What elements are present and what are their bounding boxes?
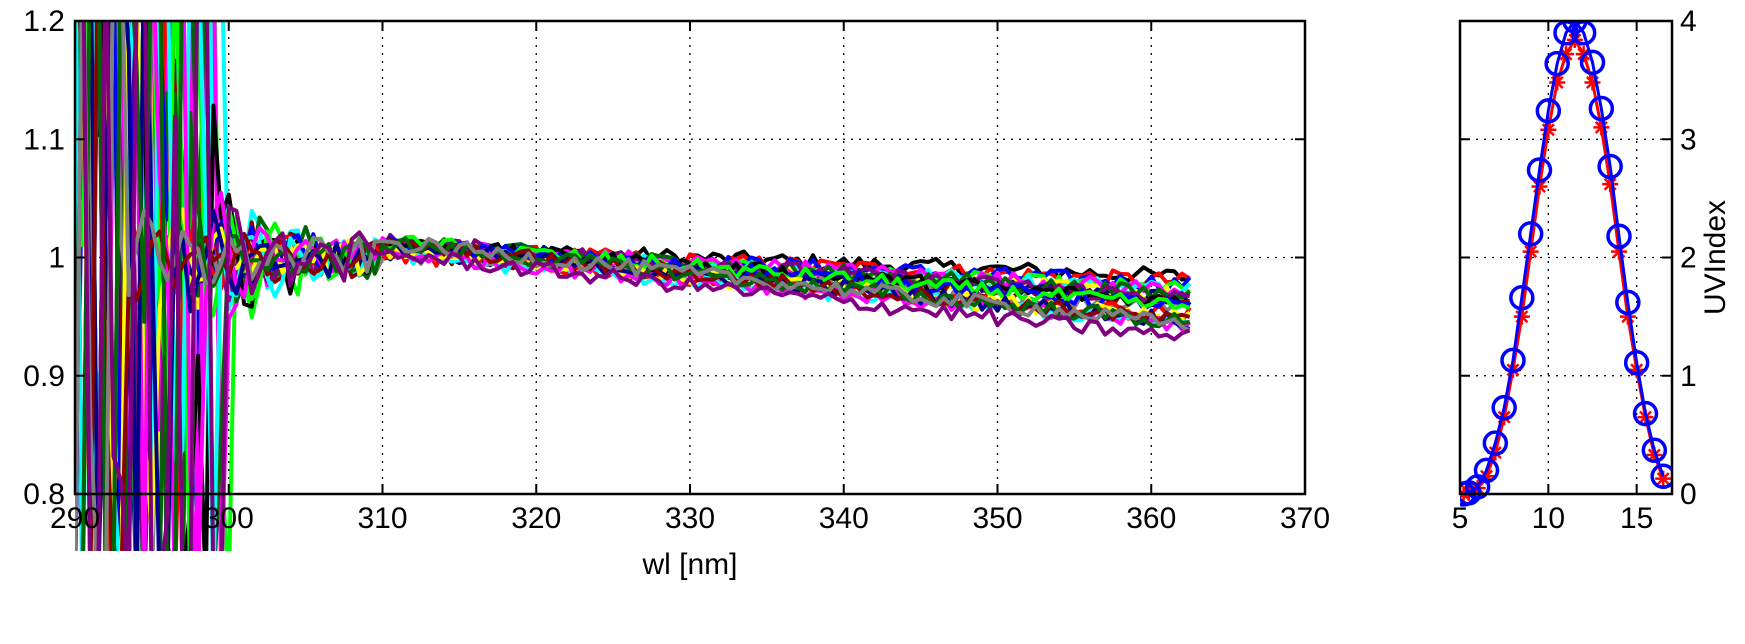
uv-blue-point-9: [1517, 221, 1544, 247]
uv-ytick-label-1: 1: [1680, 360, 1697, 393]
uv-blue-point-18: [1597, 153, 1623, 180]
main-xtick-label-350: 350: [972, 502, 1022, 535]
main-x-axis-title: wl [nm]: [641, 548, 737, 581]
uv-red-point-11: [1540, 121, 1557, 138]
main-xtick-label-310: 310: [357, 502, 407, 535]
uv-blue-point-10: [1526, 157, 1553, 183]
uv-blue-point-6: [1491, 394, 1517, 421]
uv-series: [1460, 21, 1672, 507]
main-ytick-label-0.9: 0.9: [23, 360, 65, 393]
uv-y-axis-title: UVIndex: [1699, 200, 1732, 315]
uv-blue-point-17: [1588, 95, 1615, 122]
main-ytick-label-1.2: 1.2: [23, 5, 65, 38]
uv-blue-point-7: [1500, 347, 1526, 374]
uv-blue-point-21: [1623, 349, 1650, 376]
uv-xtick-label-5: 5: [1452, 502, 1469, 535]
uv-ytick-label-0: 0: [1680, 478, 1697, 511]
main-xtick-label-300: 300: [204, 502, 254, 535]
main-curve-24: [81, 21, 1191, 551]
uv-blue-point-24: [1650, 463, 1672, 490]
main-xtick-label-290: 290: [50, 502, 100, 535]
uv-ytick-label-2: 2: [1680, 242, 1697, 275]
main-xtick-label-370: 370: [1280, 502, 1330, 535]
uv-blue-point-4: [1473, 457, 1500, 484]
uv-blue-point-8: [1509, 284, 1535, 311]
uv-ytick-label-4: 4: [1680, 5, 1697, 38]
uv-index-plot: 5 10 15 0 1 2 3 4: [1452, 5, 1697, 535]
uv-blue-point-5: [1482, 430, 1509, 456]
main-xtick-label-360: 360: [1126, 502, 1176, 535]
main-curves: [75, 21, 1192, 551]
main-xtick-label-330: 330: [665, 502, 715, 535]
main-ytick-label-0.8: 0.8: [23, 478, 65, 511]
uv-blue-point-14: [1562, 21, 1588, 34]
main-xtick-label-320: 320: [511, 502, 561, 535]
uv-ytick-label-3: 3: [1680, 123, 1697, 156]
uv-blue-point-11: [1535, 98, 1562, 124]
uv-blue-point-22: [1632, 400, 1659, 427]
spectral-ratio-plot: 290 300 310 320 330 340 350 360 370 0.8 0.9 1 1.1 1.2: [23, 5, 1330, 551]
uv-red-line: [1463, 37, 1665, 496]
uv-red-point-17: [1593, 119, 1610, 136]
uv-blue-point-20: [1615, 289, 1641, 316]
main-ytick-label-1.1: 1.1: [23, 123, 65, 156]
main-curve-23: [75, 21, 1191, 551]
uv-blue-point-12: [1544, 50, 1570, 77]
uv-xtick-label-10: 10: [1532, 502, 1565, 535]
uv-blue-point-19: [1606, 223, 1632, 249]
main-xtick-label-340: 340: [819, 502, 869, 535]
uv-blue-point-16: [1579, 49, 1606, 76]
main-ytick-label-1: 1: [48, 242, 65, 275]
uv-blue-point-23: [1641, 437, 1668, 463]
main-curve-20: [75, 21, 1191, 551]
uv-red-point-8: [1513, 308, 1530, 325]
uv-xtick-label-15: 15: [1620, 502, 1653, 535]
